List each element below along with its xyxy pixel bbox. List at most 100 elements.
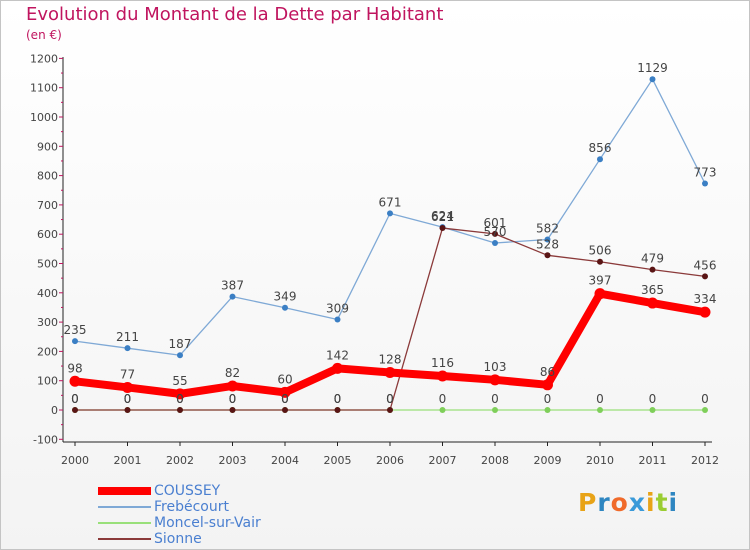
data-label: 624 [431, 209, 454, 223]
data-label: 0 [649, 392, 657, 406]
data-point [699, 306, 711, 318]
data-label: 621 [431, 210, 454, 224]
data-label: 0 [71, 392, 79, 406]
data-point [594, 288, 606, 300]
logo-letter: r [597, 488, 611, 517]
data-label: 0 [596, 392, 604, 406]
chart-title: Evolution du Montant de la Dette par Hab… [26, 4, 444, 25]
data-point [384, 366, 396, 378]
x-tick-label: 2008 [481, 454, 509, 467]
data-label: 570 [484, 225, 507, 239]
data-point [439, 407, 446, 413]
y-tick-label: 800 [37, 170, 58, 183]
data-point [279, 386, 291, 398]
data-label: 0 [386, 392, 394, 406]
data-point [492, 230, 498, 237]
data-point [647, 297, 658, 309]
data-point [649, 76, 656, 83]
legend-label: Sionne [154, 531, 202, 547]
data-label: 0 [229, 392, 237, 406]
x-tick-label: 2001 [114, 454, 142, 467]
data-point [227, 380, 238, 392]
y-tick-label: 100 [37, 375, 58, 388]
data-point [597, 156, 603, 163]
x-tick-label: 2002 [166, 454, 194, 467]
data-point [492, 407, 498, 413]
data-label: 0 [281, 392, 289, 406]
data-point [282, 407, 288, 413]
data-label: 309 [326, 301, 349, 315]
logo-letter: i [646, 488, 656, 517]
data-label: 0 [71, 392, 79, 406]
data-label: 0 [544, 392, 552, 406]
data-point [334, 407, 341, 413]
data-label: 55 [172, 374, 187, 388]
data-point [492, 239, 498, 246]
data-label: 0 [491, 392, 499, 406]
data-label: 211 [116, 330, 139, 344]
data-point [542, 379, 553, 391]
data-point [334, 316, 341, 323]
series-line-freb-court [74, 78, 706, 356]
data-label: 479 [641, 252, 664, 266]
data-label: 0 [334, 392, 342, 406]
legend-label: Moncel-sur-Vair [154, 515, 261, 531]
data-label: 0 [124, 392, 132, 406]
data-point [544, 407, 551, 413]
data-label: 128 [379, 352, 402, 366]
x-tick-label: 2003 [219, 454, 247, 467]
data-point [489, 374, 501, 386]
data-label: 77 [120, 367, 135, 381]
data-point [174, 388, 186, 400]
data-point [332, 362, 343, 374]
data-point [124, 345, 131, 352]
x-tick-label: 2006 [376, 454, 404, 467]
data-point [387, 210, 393, 217]
data-point [124, 407, 131, 413]
data-label: 1129 [637, 61, 668, 75]
data-label: 0 [176, 392, 184, 406]
data-point [702, 407, 708, 413]
data-label: 582 [536, 221, 559, 235]
y-tick-label: 1100 [30, 82, 58, 95]
data-label: 506 [589, 244, 612, 258]
data-point [439, 225, 446, 232]
y-tick-label: 400 [37, 287, 58, 300]
data-label: 773 [694, 166, 717, 180]
logo-letter: o [610, 488, 629, 517]
y-tick-label: 0 [51, 404, 58, 417]
legend-swatch [98, 506, 151, 508]
data-point [702, 180, 708, 187]
data-label: 365 [641, 283, 664, 297]
data-label: 86 [540, 365, 555, 379]
data-point [72, 338, 78, 345]
logo-letter: x [628, 488, 646, 517]
legend-label: COUSSEY [154, 483, 221, 499]
data-label: 98 [67, 361, 82, 375]
legend-swatch [98, 538, 151, 540]
data-label: 0 [386, 392, 394, 406]
y-tick-label: 700 [37, 199, 58, 212]
data-point [544, 236, 551, 243]
data-point [597, 258, 603, 265]
data-label: 235 [64, 323, 87, 337]
data-point [229, 407, 236, 413]
data-point [177, 352, 183, 359]
data-point [69, 375, 81, 387]
data-label: 334 [694, 292, 717, 306]
y-tick-label: -100 [33, 433, 58, 446]
data-label: 116 [431, 356, 454, 370]
logo-letter: i [668, 488, 679, 517]
chart-unit-label: (en €) [26, 28, 62, 42]
legend-swatch [98, 487, 151, 495]
data-point [122, 381, 133, 393]
data-label: 60 [277, 372, 292, 386]
data-label: 397 [589, 274, 612, 288]
data-point [649, 407, 656, 413]
data-point [72, 407, 78, 413]
logo-letter: t [655, 488, 669, 517]
data-point [544, 252, 551, 259]
y-tick-label: 200 [37, 345, 58, 358]
x-tick-label: 2000 [61, 454, 89, 467]
